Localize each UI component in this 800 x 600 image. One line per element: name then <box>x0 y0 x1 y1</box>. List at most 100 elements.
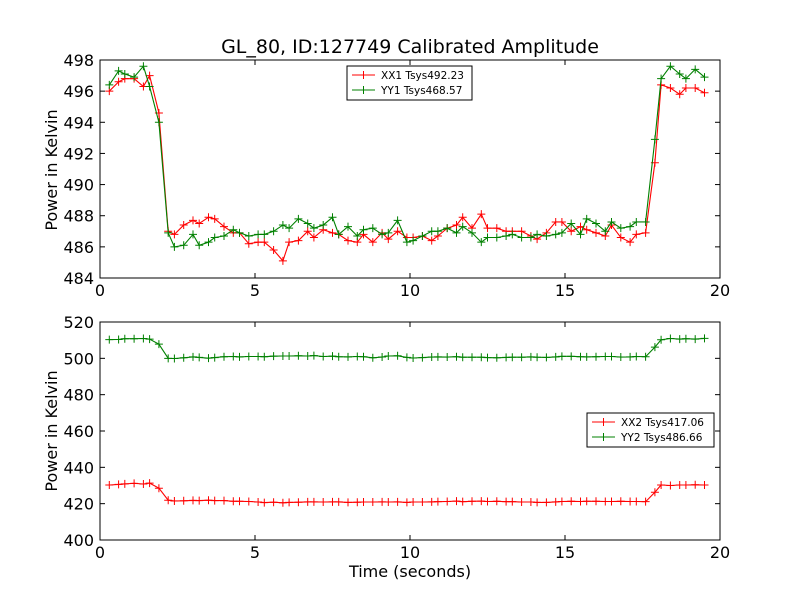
bottom-y-tick-label: 460 <box>63 422 94 441</box>
top-series-2-point <box>576 230 585 239</box>
bottom-series-2-point <box>294 351 303 360</box>
bottom-series-1-point <box>468 497 476 506</box>
bottom-legend-marker-2 <box>599 433 608 441</box>
top-series-2-point <box>592 219 600 228</box>
bottom-series-2-point <box>641 352 650 361</box>
bottom-series-1-point <box>114 480 123 489</box>
bottom-panel: 0 5 10 15 20 400 420 440 460 480 500 520 XX2 Tsys417… <box>63 313 730 562</box>
bottom-series-2-point <box>657 335 666 344</box>
top-series-2-point <box>384 228 393 237</box>
top-series-2-point <box>409 236 418 245</box>
top-series-2-point <box>483 233 492 242</box>
bottom-series-2-point <box>105 335 114 344</box>
bottom-series-2-point <box>409 353 418 362</box>
top-y-tick-label: 498 <box>63 51 94 70</box>
bottom-series-2-point <box>616 353 625 362</box>
bottom-series-2-point <box>681 334 690 343</box>
bottom-x-tick-label: 0 <box>95 543 105 562</box>
bottom-series-2-point <box>145 335 154 344</box>
top-series-1-point <box>666 84 675 93</box>
bottom-series-1-point <box>170 496 179 505</box>
top-series-2-point <box>418 231 427 240</box>
bottom-series-1-point <box>179 496 188 505</box>
bottom-series-1-point <box>164 496 173 505</box>
top-series-2-point <box>393 216 402 225</box>
top-panel: 0 5 10 15 20 484 486 488 490 492 494 496 498 XX1 Tsys… <box>63 51 730 300</box>
bottom-series-1-point <box>641 497 650 506</box>
top-series-2-point <box>402 238 411 247</box>
bottom-series-2-point <box>582 352 591 361</box>
bottom-series-1-point <box>458 497 467 506</box>
top-series-2-point <box>533 230 542 239</box>
bottom-y-tick-label: 500 <box>63 349 94 368</box>
top-series-2-point <box>344 222 352 231</box>
top-legend-marker-2 <box>359 86 368 94</box>
bottom-series-1-point <box>557 497 566 506</box>
top-legend-box <box>346 65 473 101</box>
bottom-series-2-point <box>492 353 501 362</box>
bottom-series-1-point <box>344 498 352 507</box>
bottom-series-2-point <box>452 352 461 361</box>
top-series-2-point <box>551 230 560 239</box>
top-series-2-point <box>114 66 123 75</box>
bottom-series-1-point <box>533 498 542 507</box>
bottom-series-1-point <box>244 497 253 506</box>
top-series-1-point <box>626 238 635 247</box>
bottom-series-1-point <box>681 480 690 489</box>
bottom-series-2-point <box>235 352 244 361</box>
bottom-series-1-point <box>393 497 402 506</box>
bottom-series-1-point <box>334 497 343 506</box>
bottom-series-2-point <box>344 352 352 361</box>
top-series-2-point <box>477 238 486 247</box>
top-series-2-point <box>220 231 228 240</box>
x-axis-label: Time (seconds) <box>348 562 471 581</box>
bottom-y-tick-label: 400 <box>63 531 94 550</box>
bottom-series-2-point <box>378 353 387 362</box>
bottom-series-2-point <box>418 353 427 362</box>
top-series-2-point <box>353 231 362 240</box>
top-series-1-point <box>220 222 228 231</box>
top-series-2-point <box>328 213 337 222</box>
top-series-2-point <box>542 231 551 240</box>
bottom-series-2-point <box>508 353 517 362</box>
bottom-series-1-point <box>368 498 377 507</box>
bottom-y-tick-label: 420 <box>63 495 94 514</box>
top-y-tick-label: 494 <box>63 113 94 132</box>
top-series-1-point <box>567 227 576 236</box>
bottom-series-1-point <box>582 497 591 506</box>
top-y-tick-label: 488 <box>63 207 94 226</box>
top-series-2-point <box>145 82 154 91</box>
bottom-series-2-point <box>359 352 368 361</box>
top-series-2-point <box>120 70 129 79</box>
top-series-1-point <box>641 228 650 237</box>
bottom-series-1-point <box>483 497 492 506</box>
top-series-1-point <box>170 230 179 239</box>
top-series-2-point <box>458 222 467 231</box>
bottom-y-tick-label: 440 <box>63 458 94 477</box>
bottom-series-1-point <box>269 498 278 507</box>
top-series-1-point <box>582 225 591 234</box>
bottom-series-1-point <box>154 484 163 493</box>
bottom-series-2-point <box>154 340 163 349</box>
top-series-2-point <box>269 227 278 236</box>
bottom-x-tick-label: 20 <box>710 543 730 562</box>
bottom-series-2-point <box>368 353 377 362</box>
bottom-series-1-point <box>616 497 625 506</box>
bottom-series-1-point <box>319 498 328 507</box>
top-series-1-point <box>700 88 709 97</box>
top-series-2-point <box>601 227 610 236</box>
bottom-x-tick-label: 10 <box>400 543 420 562</box>
bottom-series-2-point <box>114 335 123 344</box>
bottom-series-2-point <box>468 353 476 362</box>
bottom-series-1-point <box>657 480 666 489</box>
top-series-1-point <box>189 216 197 225</box>
top-series-2-point <box>285 224 294 233</box>
top-series-2-point <box>492 233 501 242</box>
top-series-2-point <box>675 70 684 79</box>
bottom-series-2-point <box>607 352 616 361</box>
bottom-series-2-point <box>179 353 188 362</box>
bottom-series-1-point <box>700 480 709 489</box>
top-series-2-point <box>244 231 253 240</box>
bottom-series-2-point <box>170 354 179 363</box>
bottom-series-2-point <box>384 351 393 360</box>
